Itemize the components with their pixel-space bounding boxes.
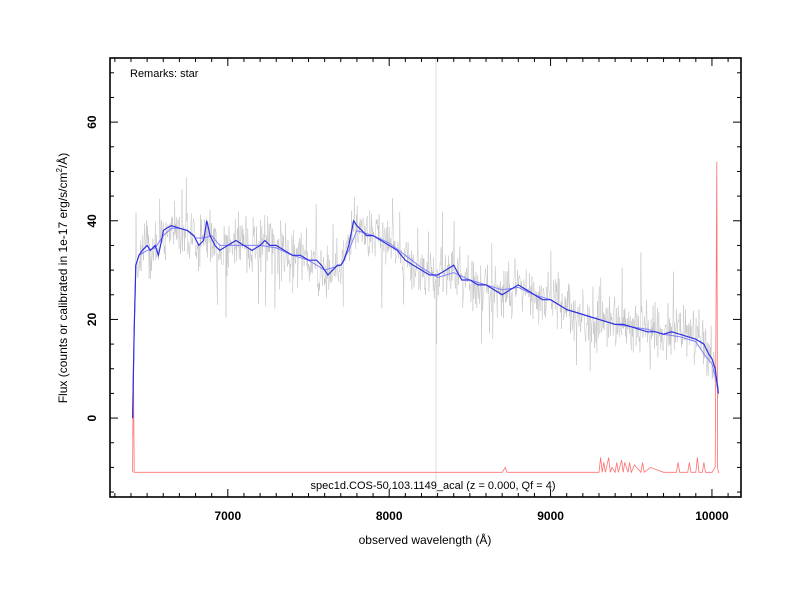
plot-frame xyxy=(109,57,742,498)
x-tick-label: 10000 xyxy=(695,509,729,523)
ticks-layer xyxy=(110,58,741,497)
noise-series-line xyxy=(132,161,720,474)
spectrum-id-annotation: spec1d.COS-50.103.1149_acal (z = 0.000, … xyxy=(310,480,555,492)
smoothed-series-line xyxy=(132,219,719,419)
x-tick-labels: 7000 8000 9000 10000 xyxy=(214,509,729,523)
x-axis-label: observed wavelength (Å) xyxy=(359,532,492,547)
x-tick-label: 8000 xyxy=(376,509,403,523)
y-tick-labels: 0 20 40 60 xyxy=(85,115,99,421)
y-axis-label-main: Flux (counts or calibrated in 1e-17 erg/… xyxy=(56,173,70,404)
y-axis-label: Flux (counts or calibrated in 1e-17 erg/… xyxy=(55,153,70,404)
y-tick-label: 20 xyxy=(85,312,99,326)
y-tick-label: 60 xyxy=(85,115,99,129)
y-axis-label-superscript: 2 xyxy=(55,168,64,173)
y-axis-label-end: /Å) xyxy=(55,153,70,168)
plot-background xyxy=(110,58,741,497)
remarks-annotation: Remarks: star xyxy=(130,68,199,80)
y-tick-label: 40 xyxy=(85,214,99,228)
x-tick-label: 9000 xyxy=(537,509,564,523)
series-layer xyxy=(132,161,720,474)
x-tick-label: 7000 xyxy=(214,509,241,523)
y-tick-label: 0 xyxy=(85,414,99,421)
